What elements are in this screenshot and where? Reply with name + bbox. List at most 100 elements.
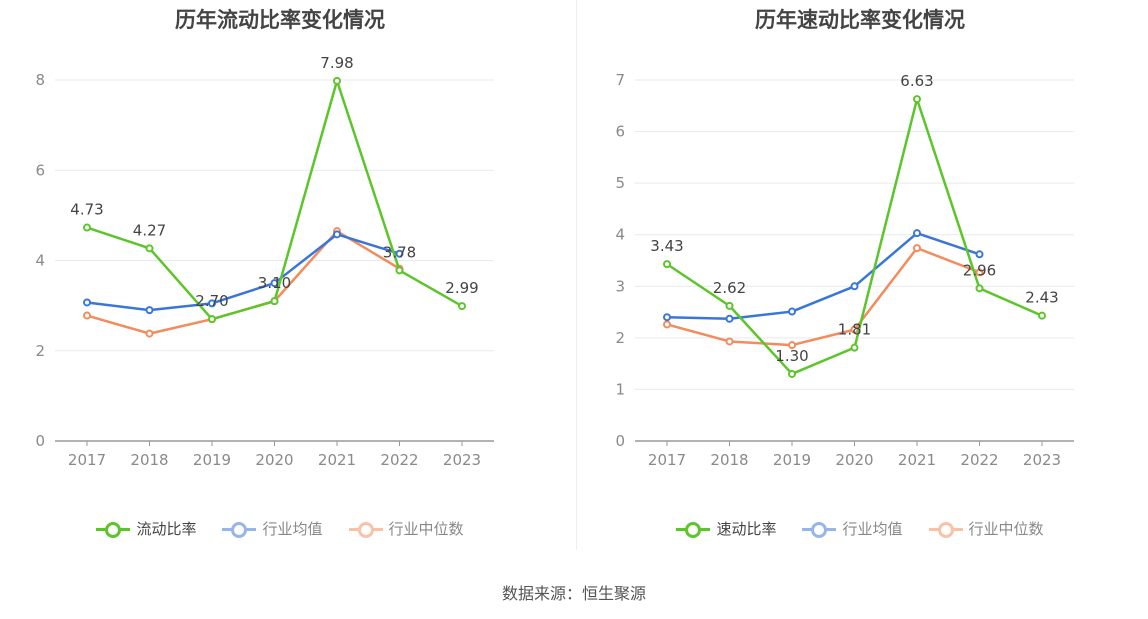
current-ratio-chart-panel: 历年流动比率变化情况 0 2 4 6 8 2017 2018 2019 2020 2021 2022… — [0, 0, 574, 560]
data-point — [913, 244, 921, 253]
x-tick-label: 2021 — [898, 451, 936, 469]
y-tick-label: 4 — [35, 252, 45, 270]
data-point — [270, 279, 279, 288]
x-tick-label: 2022 — [960, 451, 998, 469]
data-point — [663, 260, 671, 269]
y-tick-label: 4 — [615, 226, 625, 244]
data-point — [333, 76, 341, 85]
y-tick-label: 0 — [35, 432, 45, 450]
data-label: 2.96 — [963, 261, 996, 279]
x-tick-label: 2022 — [380, 451, 418, 469]
x-tick-label: 2018 — [130, 451, 168, 469]
x-tick-label: 2017 — [68, 451, 106, 469]
x-tick-label: 2019 — [773, 451, 811, 469]
data-point — [975, 250, 984, 259]
current-ratio-chart: 0 2 4 6 8 2017 2018 2019 2020 2021 2022 2023 4.73 4.2… — [35, 54, 494, 469]
legend-item[interactable]: 行业中位数 — [928, 518, 1044, 539]
panel-divider — [576, 0, 577, 550]
x-tick-label: 2019 — [193, 451, 231, 469]
series-line — [666, 246, 980, 347]
y-tick-label: 6 — [615, 123, 625, 141]
data-point — [270, 297, 279, 306]
legend-swatch-icon — [802, 521, 837, 538]
x-tick-label: 2021 — [318, 451, 356, 469]
data-point — [208, 315, 216, 324]
data-label: 2.70 — [195, 292, 228, 310]
data-point — [663, 313, 671, 322]
data-label: 2.99 — [445, 279, 478, 297]
legend-label: 行业中位数 — [388, 520, 464, 538]
y-tick-label: 1 — [615, 380, 625, 398]
chart-title: 历年流动比率变化情况 — [175, 8, 385, 32]
data-point — [975, 268, 984, 277]
legend-swatch-icon — [222, 521, 257, 538]
data-label: 2.43 — [1025, 289, 1058, 307]
data-point — [663, 320, 671, 329]
legend-label: 速动比率 — [716, 520, 777, 538]
legend-swatch-icon — [928, 521, 963, 538]
series-line — [666, 231, 980, 321]
legend-item[interactable]: 行业中位数 — [348, 518, 464, 539]
y-tick-label: 2 — [615, 329, 625, 347]
x-tick-label: 2020 — [835, 451, 873, 469]
data-point — [145, 306, 154, 315]
data-source-note: 数据来源：恒生聚源 — [501, 584, 646, 603]
data-point — [788, 369, 796, 378]
chart-title: 历年速动比率变化情况 — [755, 8, 965, 32]
data-point — [395, 249, 404, 258]
series-line — [86, 233, 400, 312]
data-point — [975, 284, 984, 293]
legend-label: 流动比率 — [136, 520, 197, 538]
data-point — [145, 244, 154, 253]
legend-item[interactable]: 行业均值 — [222, 518, 323, 539]
data-label: 4.73 — [70, 201, 103, 219]
x-tick-label: 2018 — [710, 451, 748, 469]
data-label: 6.63 — [900, 72, 933, 90]
data-point — [913, 95, 921, 104]
data-point — [395, 266, 404, 275]
data-point — [850, 343, 859, 352]
chart-legend: 速动比率 行业均值 行业中位数 — [580, 518, 1140, 539]
x-tick-label: 2020 — [255, 451, 293, 469]
data-point — [788, 341, 796, 350]
data-label: 3.78 — [383, 243, 416, 261]
data-label: 3.10 — [258, 274, 291, 292]
chart-legend: 流动比率 行业均值 行业中位数 — [0, 518, 560, 539]
y-tick-label: 0 — [615, 432, 625, 450]
x-tick-label: 2017 — [648, 451, 686, 469]
y-tick-label: 3 — [615, 277, 625, 295]
data-point — [83, 311, 91, 320]
data-label: 1.30 — [775, 347, 808, 365]
legend-label: 行业中位数 — [968, 520, 1044, 538]
y-tick-label: 2 — [35, 342, 45, 360]
y-tick-label: 8 — [35, 71, 45, 89]
y-tick-label: 5 — [615, 174, 625, 192]
y-tick-label: 7 — [615, 71, 625, 89]
data-label: 4.27 — [133, 221, 166, 239]
legend-swatch-icon — [348, 521, 383, 538]
data-point — [850, 325, 859, 334]
x-tick-label: 2023 — [443, 451, 481, 469]
data-point — [83, 223, 91, 232]
legend-label: 行业均值 — [842, 520, 903, 538]
data-point — [333, 230, 341, 239]
quick-ratio-chart: 0 1 2 3 4 5 6 7 2017 2018 2019 2020 2021 2022 2023 3.43… — [615, 71, 1074, 469]
data-label: 1.81 — [838, 321, 871, 339]
data-point — [458, 302, 466, 311]
data-point — [145, 329, 154, 338]
legend-label: 行业均值 — [262, 520, 323, 538]
data-label: 3.43 — [650, 237, 683, 255]
legend-swatch-icon — [676, 521, 711, 538]
legend-item[interactable]: 行业均值 — [802, 518, 903, 539]
legend-item[interactable]: 流动比率 — [96, 518, 196, 539]
data-point — [913, 229, 921, 238]
x-tick-label: 2023 — [1023, 451, 1061, 469]
data-point — [725, 314, 734, 323]
series-line — [86, 229, 401, 335]
data-point — [208, 299, 216, 308]
data-point — [850, 282, 859, 291]
data-point — [725, 337, 734, 346]
data-point — [788, 307, 796, 316]
data-label: 2.62 — [713, 279, 746, 297]
legend-item[interactable]: 速动比率 — [676, 518, 776, 539]
